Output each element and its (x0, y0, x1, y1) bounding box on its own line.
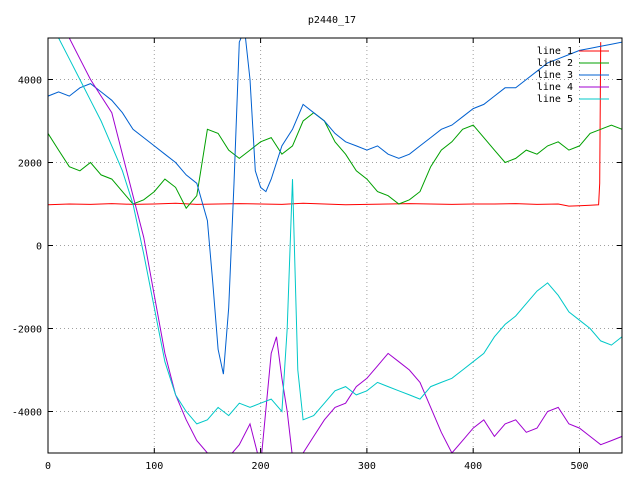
series-line-4 (68, 38, 622, 453)
x-tick-label: 300 (358, 461, 376, 472)
series-line-2 (48, 112, 622, 210)
x-tick-label: 200 (252, 461, 270, 472)
x-tick-label: 0 (45, 461, 51, 472)
legend-label-5: line 5 (537, 94, 573, 105)
legend-label-4: line 4 (537, 82, 573, 93)
tick-labels: 0 100 200 300 400 500 -4000 -2000 0 2000 4000 (12, 76, 589, 473)
x-tick-label: 100 (145, 461, 163, 472)
legend-label-2: line 2 (537, 58, 573, 69)
y-tick-label: 2000 (18, 159, 42, 170)
series-line-1 (48, 42, 602, 207)
y-tick-label: 4000 (18, 76, 42, 87)
y-tick-label: -4000 (12, 408, 42, 419)
y-tick-label: -2000 (12, 325, 42, 336)
y-tick-label: 0 (36, 242, 42, 253)
series-lines (48, 38, 622, 453)
legend-label-1: line 1 (537, 46, 573, 57)
series-line-3 (48, 38, 622, 375)
x-tick-label: 400 (464, 461, 482, 472)
axes (47, 37, 623, 454)
legend-label-3: line 3 (537, 70, 573, 81)
x-tick-label: 500 (570, 461, 588, 472)
chart-title: p2440_17 (308, 15, 356, 26)
series-line-5 (58, 38, 622, 425)
